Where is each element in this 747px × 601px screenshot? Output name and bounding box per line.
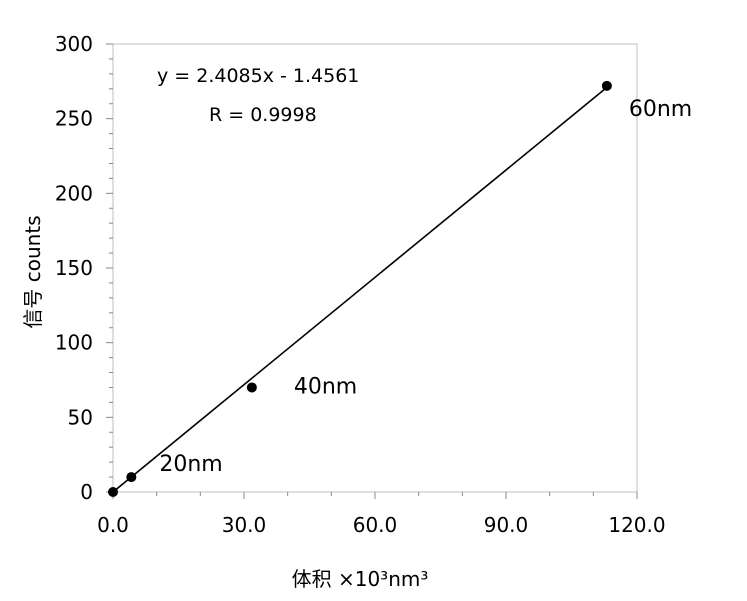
point-label: 40nm bbox=[294, 374, 357, 399]
y-tick-label: 250 bbox=[55, 107, 93, 131]
point-label: 60nm bbox=[629, 97, 692, 122]
x-tick-label: 30.0 bbox=[222, 513, 267, 537]
correlation-coefficient: R = 0.9998 bbox=[209, 104, 317, 126]
x-tick-label: 0.0 bbox=[97, 513, 129, 537]
regression-equation: y = 2.4085x - 1.4561 bbox=[157, 65, 359, 87]
data-point bbox=[126, 472, 137, 483]
x-tick-label: 90.0 bbox=[484, 513, 529, 537]
point-label: 20nm bbox=[159, 452, 222, 477]
y-tick-label: 200 bbox=[55, 181, 93, 205]
data-point bbox=[246, 382, 257, 393]
trendline bbox=[112, 86, 608, 493]
y-tick-label: 50 bbox=[68, 405, 93, 429]
x-tick-label: 120.0 bbox=[608, 513, 665, 537]
data-point bbox=[108, 487, 118, 497]
x-axis-title: 体积 ×10³nm³ bbox=[292, 567, 429, 591]
y-tick-labels: 0 50 100 150 200 250 300 bbox=[55, 32, 93, 504]
x-tick-labels: 0.0 30.0 60.0 90.0 120.0 bbox=[97, 513, 666, 537]
y-tick-label: 150 bbox=[55, 256, 93, 280]
axis-ticks bbox=[106, 43, 638, 499]
plot-area-frame bbox=[112, 43, 638, 493]
data-marks: 20nm 40nm 60nm bbox=[108, 80, 692, 497]
y-tick-label: 300 bbox=[55, 32, 93, 56]
y-axis-title: 信号 counts bbox=[21, 215, 45, 328]
data-point bbox=[601, 80, 612, 91]
y-tick-label: 100 bbox=[55, 331, 93, 355]
x-tick-label: 60.0 bbox=[353, 513, 398, 537]
y-tick-label: 0 bbox=[80, 480, 93, 504]
